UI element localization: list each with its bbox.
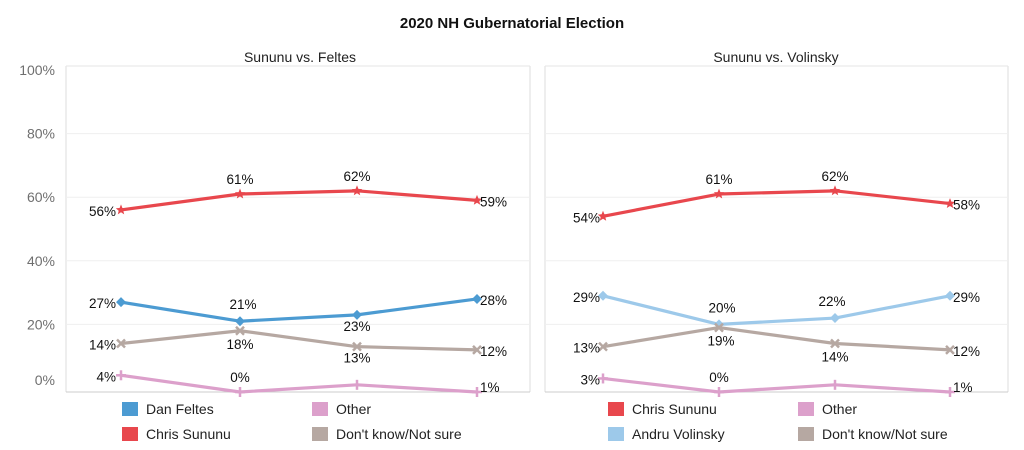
y-tick-label: 100% [19, 62, 55, 78]
legend-swatch-dan-feltes [122, 402, 138, 416]
data-label: 59% [480, 194, 507, 209]
point-chris-sununu [829, 185, 841, 196]
legend-swatch-don-t-know-not-sure [312, 427, 328, 441]
point-chris-sununu [713, 188, 725, 199]
series-line-other [602, 376, 951, 394]
panel-subtitle: Sununu vs. Feltes [244, 49, 356, 65]
point-other [945, 387, 955, 397]
y-tick-label: 60% [27, 189, 55, 205]
data-label: 3% [580, 372, 600, 387]
data-label: 18% [226, 337, 253, 352]
data-label: 20% [708, 300, 735, 315]
point-dan-feltes [116, 297, 126, 308]
data-label: 13% [573, 341, 600, 356]
point-don-t-know-not-sure [472, 344, 482, 355]
point-chris-sununu [944, 198, 956, 208]
data-label: 14% [821, 349, 848, 364]
series-line-chris-sununu [120, 189, 478, 212]
legend-label: Chris Sununu [632, 401, 717, 417]
legend-label: Other [336, 401, 371, 417]
point-other [598, 373, 608, 384]
point-don-t-know-not-sure [830, 338, 840, 349]
point-don-t-know-not-sure [352, 341, 362, 352]
y-tick-label: 20% [27, 316, 55, 332]
point-don-t-know-not-sure [235, 325, 245, 336]
data-label: 23% [343, 319, 370, 334]
legend-label: Other [822, 401, 857, 417]
point-don-t-know-not-sure [116, 338, 126, 349]
data-label: 61% [226, 172, 253, 187]
legend-swatch-don-t-know-not-sure [798, 427, 814, 441]
legend-label: Dan Feltes [146, 401, 214, 417]
point-andru-volinsky [830, 313, 840, 324]
point-don-t-know-not-sure [598, 341, 608, 352]
data-label: 0% [230, 370, 250, 385]
point-dan-feltes [352, 309, 362, 320]
legend-swatch-chris-sununu [122, 427, 138, 441]
data-label: 29% [573, 290, 600, 305]
data-label: 12% [480, 344, 507, 359]
panel-subtitle: Sununu vs. Volinsky [713, 49, 838, 65]
legend-label: Chris Sununu [146, 426, 231, 442]
legend-swatch-chris-sununu [608, 402, 624, 416]
data-label: 19% [707, 334, 734, 349]
data-label: 61% [705, 172, 732, 187]
point-chris-sununu [597, 210, 609, 221]
point-andru-volinsky [945, 290, 955, 301]
legend-label: Don't know/Not sure [336, 426, 462, 442]
data-label: 0% [709, 370, 729, 385]
data-label: 12% [953, 344, 980, 359]
data-label: 62% [343, 169, 370, 184]
legend-label: Andru Volinsky [632, 426, 725, 442]
legend-swatch-other [798, 402, 814, 416]
series-line-don-t-know-not-sure [120, 329, 478, 352]
data-label: 54% [573, 210, 600, 225]
data-label: 14% [89, 337, 116, 352]
y-tick-label: 80% [27, 126, 55, 142]
series-line-chris-sununu [602, 189, 951, 218]
point-dan-feltes [235, 316, 245, 327]
point-other [714, 387, 724, 397]
data-label: 29% [953, 290, 980, 305]
data-label: 13% [343, 351, 370, 366]
legend-label: Don't know/Not sure [822, 426, 948, 442]
data-label: 22% [818, 294, 845, 309]
y-tick-label: 0% [35, 372, 55, 388]
data-label: 28% [480, 293, 507, 308]
series-line-don-t-know-not-sure [602, 325, 951, 352]
legend-swatch-other [312, 402, 328, 416]
data-label: 21% [229, 297, 256, 312]
data-label: 56% [89, 204, 116, 219]
series-line-other [120, 373, 478, 394]
data-label: 62% [821, 169, 848, 184]
legend-swatch-andru-volinsky [608, 427, 624, 441]
point-chris-sununu [234, 188, 246, 199]
chart-title: 2020 NH Gubernatorial Election [400, 15, 624, 32]
data-label: 4% [96, 369, 116, 384]
data-label: 58% [953, 198, 980, 213]
point-don-t-know-not-sure [945, 344, 955, 355]
point-other [235, 387, 245, 397]
point-other [830, 379, 840, 390]
series-line-dan-feltes [120, 297, 478, 323]
point-chris-sununu [471, 194, 483, 205]
point-dan-feltes [472, 293, 482, 304]
data-label: 27% [89, 296, 116, 311]
point-other [352, 379, 362, 390]
y-tick-label: 40% [27, 253, 55, 269]
point-other [116, 370, 126, 381]
data-label: 1% [953, 380, 973, 395]
point-other [472, 387, 482, 397]
point-andru-volinsky [598, 290, 608, 301]
point-chris-sununu [115, 204, 127, 215]
data-label: 1% [480, 380, 500, 395]
point-don-t-know-not-sure [714, 322, 724, 333]
point-chris-sununu [351, 185, 363, 196]
series-line-andru-volinsky [602, 294, 951, 326]
